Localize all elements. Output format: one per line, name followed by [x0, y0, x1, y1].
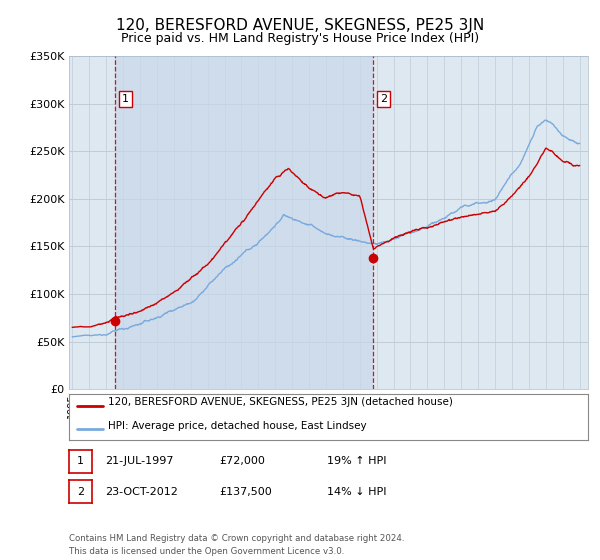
Text: 120, BERESFORD AVENUE, SKEGNESS, PE25 3JN (detached house): 120, BERESFORD AVENUE, SKEGNESS, PE25 3J… [108, 398, 453, 408]
Text: 23-OCT-2012: 23-OCT-2012 [105, 487, 178, 497]
Text: £72,000: £72,000 [219, 456, 265, 466]
Text: 21-JUL-1997: 21-JUL-1997 [105, 456, 173, 466]
Text: 14% ↓ HPI: 14% ↓ HPI [327, 487, 386, 497]
Text: 2: 2 [77, 487, 84, 497]
Text: 1: 1 [122, 94, 129, 104]
Text: 2: 2 [380, 94, 388, 104]
Text: 120, BERESFORD AVENUE, SKEGNESS, PE25 3JN: 120, BERESFORD AVENUE, SKEGNESS, PE25 3J… [116, 18, 484, 33]
Text: Price paid vs. HM Land Registry's House Price Index (HPI): Price paid vs. HM Land Registry's House … [121, 32, 479, 45]
Text: £137,500: £137,500 [219, 487, 272, 497]
Text: HPI: Average price, detached house, East Lindsey: HPI: Average price, detached house, East… [108, 421, 367, 431]
Text: Contains HM Land Registry data © Crown copyright and database right 2024.
This d: Contains HM Land Registry data © Crown c… [69, 534, 404, 556]
Bar [115, 56, 373, 389]
Text: 19% ↑ HPI: 19% ↑ HPI [327, 456, 386, 466]
Text: 1: 1 [77, 456, 84, 466]
